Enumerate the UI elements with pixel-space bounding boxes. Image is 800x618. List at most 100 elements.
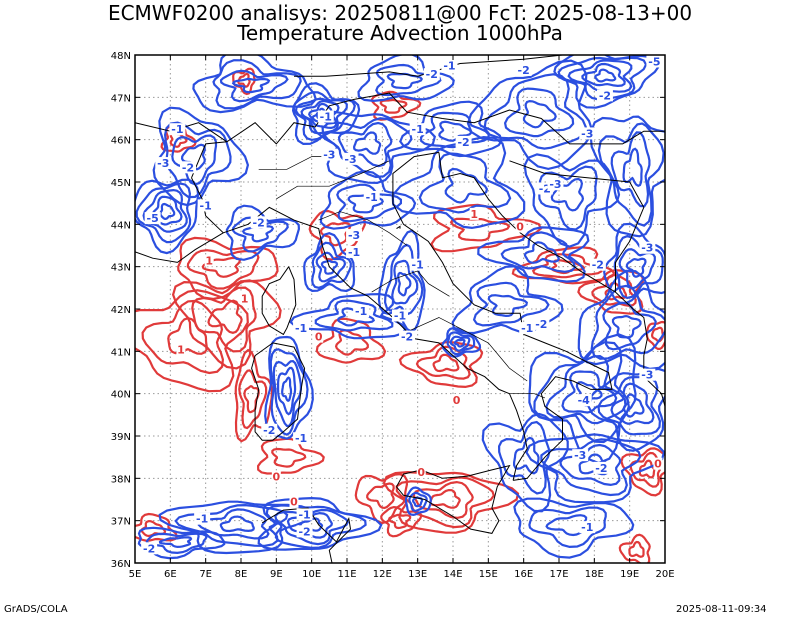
contour-label: -5 — [648, 55, 660, 68]
contour-label: -4 — [578, 394, 591, 407]
contour-label: -1 — [366, 191, 378, 204]
contour-label: -3 — [549, 178, 561, 191]
contour-label: -3 — [641, 242, 653, 255]
contour-label-bg — [519, 322, 536, 335]
contour-label: -1 — [412, 123, 424, 136]
contour-line — [446, 331, 476, 356]
contour-line — [320, 259, 339, 275]
contour-label-bg — [293, 322, 310, 335]
contour-label: -1 — [295, 322, 307, 335]
contour-line — [357, 55, 455, 103]
contour-line — [638, 459, 656, 479]
contour-line — [408, 491, 428, 512]
contour-label-bg — [353, 305, 370, 318]
contour-line — [243, 385, 260, 414]
contour-line — [432, 353, 460, 373]
contour-line — [594, 68, 617, 83]
contour-line — [622, 393, 645, 418]
contour-label-bg — [293, 432, 310, 445]
contour-label: -1 — [521, 322, 533, 335]
contour-label: -1 — [171, 123, 183, 136]
contour-label: -1 — [295, 432, 307, 445]
contour-label: 0 — [516, 221, 524, 234]
contour-line — [135, 289, 249, 393]
contour-line — [477, 226, 590, 283]
contour-line — [319, 221, 352, 247]
contour-label: -2 — [535, 318, 547, 331]
region-border — [371, 270, 450, 297]
contour-label-bg — [423, 68, 440, 81]
contour-line — [513, 436, 540, 475]
contour-line — [370, 90, 422, 121]
contour-label: -2 — [599, 89, 611, 102]
contour-label-bg — [639, 368, 656, 381]
contour-label-bg — [593, 461, 610, 474]
contour-label: -2 — [253, 216, 265, 229]
contour-label-bg — [515, 220, 525, 233]
contour-line — [540, 438, 642, 497]
contour-label: -3 — [641, 369, 653, 382]
contour-label-bg — [455, 135, 472, 148]
contour-label: -1 — [355, 305, 367, 318]
contour-line — [538, 165, 598, 231]
contour-line — [265, 504, 367, 550]
contour-label-bg — [321, 148, 338, 161]
contour-line — [264, 335, 314, 440]
contour-line — [449, 217, 511, 242]
lat-tick-label: 40N — [111, 390, 131, 401]
contour-line — [503, 87, 575, 138]
contour-label-bg — [452, 394, 462, 407]
contour-label-bg — [399, 330, 416, 343]
contour-label-bg — [176, 343, 186, 356]
lon-tick-label: 17E — [549, 569, 568, 580]
contour-label-bg — [342, 152, 359, 165]
contour-label-bg — [409, 123, 426, 136]
contour-labels: -1-2-3-5-1-3 -3-1-2-1 -2-5-2-3-2-1-1-2-3-2… — [141, 55, 663, 555]
contour-line — [528, 506, 607, 549]
contour-line — [286, 511, 333, 539]
contour-line — [578, 453, 610, 476]
lat-tick-label: 43N — [111, 263, 131, 274]
contour-line — [610, 382, 655, 425]
contour-line — [337, 121, 393, 168]
contour-line — [212, 59, 302, 110]
contour-label-bg — [596, 89, 613, 102]
contour-line — [158, 536, 193, 549]
contour-line — [315, 251, 347, 283]
coastline — [223, 206, 528, 481]
contour-label-bg — [289, 495, 299, 508]
software-credit: GrADS/COLA — [4, 604, 68, 615]
contour-line — [303, 232, 356, 293]
contour-line — [375, 63, 442, 97]
coastline — [396, 225, 401, 230]
lat-tick-label: 36N — [111, 559, 131, 570]
contour-line — [310, 110, 437, 185]
lat-tick-label: 45N — [111, 178, 131, 189]
contour-line — [135, 178, 200, 255]
contour-line — [620, 447, 665, 497]
contour-line — [523, 241, 561, 264]
contour-label: -5 — [147, 212, 159, 225]
lon-tick-label: 20E — [655, 569, 674, 580]
contour-label-bg — [409, 258, 426, 271]
contour-label-bg — [533, 317, 550, 330]
contour-label-bg — [575, 394, 592, 407]
coastline — [135, 232, 224, 263]
contour-line — [449, 335, 471, 352]
contour-label: -3 — [348, 229, 360, 242]
contour-line — [581, 62, 626, 88]
contour-line — [444, 167, 489, 204]
axis-ticks — [134, 54, 666, 564]
contour-label-bg — [639, 241, 656, 254]
contour-label-bg — [317, 110, 334, 123]
contour-label-bg — [314, 330, 324, 343]
coastline — [135, 122, 171, 132]
contour-label: 1 — [177, 343, 185, 356]
contour-label-bg — [579, 521, 596, 534]
contour-line — [382, 470, 520, 534]
contour-line — [466, 59, 593, 171]
contour-line — [201, 256, 242, 278]
contour-line — [145, 532, 208, 555]
contour-line — [274, 508, 350, 546]
contour-line — [171, 134, 218, 186]
